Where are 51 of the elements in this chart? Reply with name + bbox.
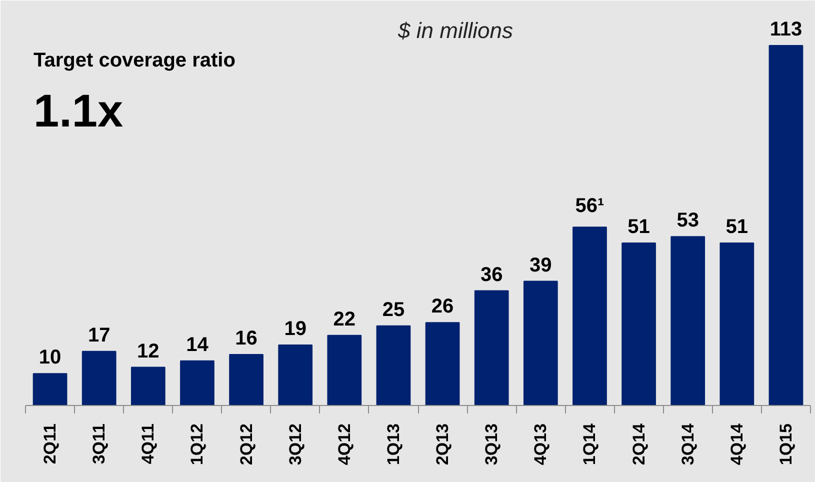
bar bbox=[670, 236, 706, 406]
x-tick-label: 3Q12 bbox=[286, 423, 305, 466]
x-tick-label: 3Q13 bbox=[482, 423, 502, 466]
bar bbox=[82, 350, 116, 406]
x-tick-label: 2Q14 bbox=[629, 422, 648, 466]
x-tick-label: 4Q13 bbox=[531, 423, 550, 466]
data-label: 53 bbox=[676, 210, 699, 232]
data-label: 51 bbox=[726, 216, 748, 238]
x-tick-label: 4Q12 bbox=[334, 423, 354, 466]
data-label: 56¹ bbox=[575, 195, 605, 218]
x-tick-label: 1Q12 bbox=[188, 423, 207, 466]
bar bbox=[229, 354, 264, 406]
bar bbox=[327, 334, 362, 406]
data-label: 51 bbox=[628, 216, 650, 238]
bar bbox=[523, 280, 558, 406]
data-label: 10 bbox=[38, 346, 62, 369]
x-tick-label: 1Q13 bbox=[384, 423, 403, 466]
x-tick-label: 3Q14 bbox=[678, 422, 698, 466]
bar bbox=[180, 360, 214, 406]
data-label: 26 bbox=[431, 296, 454, 318]
data-label: 16 bbox=[235, 328, 258, 350]
bar bbox=[474, 290, 509, 406]
data-label: 25 bbox=[382, 298, 405, 321]
data-label: 39 bbox=[530, 254, 552, 276]
data-label: 22 bbox=[333, 308, 356, 330]
data-label: 19 bbox=[284, 318, 306, 340]
data-label: 36 bbox=[480, 264, 503, 286]
x-tick-label: 4Q14 bbox=[727, 422, 746, 466]
annotation: 1.1x bbox=[34, 84, 124, 136]
data-label: 113 bbox=[770, 18, 802, 40]
x-tick-label: 2Q13 bbox=[433, 423, 452, 466]
bar bbox=[720, 242, 754, 406]
data-label: 12 bbox=[137, 340, 160, 362]
x-tick-label: 2Q11 bbox=[40, 423, 60, 464]
bar bbox=[572, 226, 607, 406]
bar bbox=[376, 325, 411, 406]
chart-subtitle: $ in millions bbox=[397, 18, 513, 43]
bar bbox=[425, 322, 460, 406]
bar bbox=[130, 366, 166, 406]
bar bbox=[278, 344, 313, 406]
bar bbox=[622, 242, 656, 406]
data-label: 14 bbox=[186, 334, 210, 356]
data-label: 17 bbox=[88, 324, 110, 346]
x-tick-label: 1Q14 bbox=[580, 422, 600, 466]
annotation: Target coverage ratio bbox=[34, 50, 236, 72]
x-tick-label: 1Q15 bbox=[776, 423, 796, 466]
bar bbox=[32, 373, 68, 406]
x-tick-label: 2Q12 bbox=[236, 423, 256, 466]
bar bbox=[768, 45, 804, 406]
x-tick-label: 3Q11 bbox=[90, 423, 109, 464]
x-tick-label: 4Q11 bbox=[138, 423, 158, 464]
